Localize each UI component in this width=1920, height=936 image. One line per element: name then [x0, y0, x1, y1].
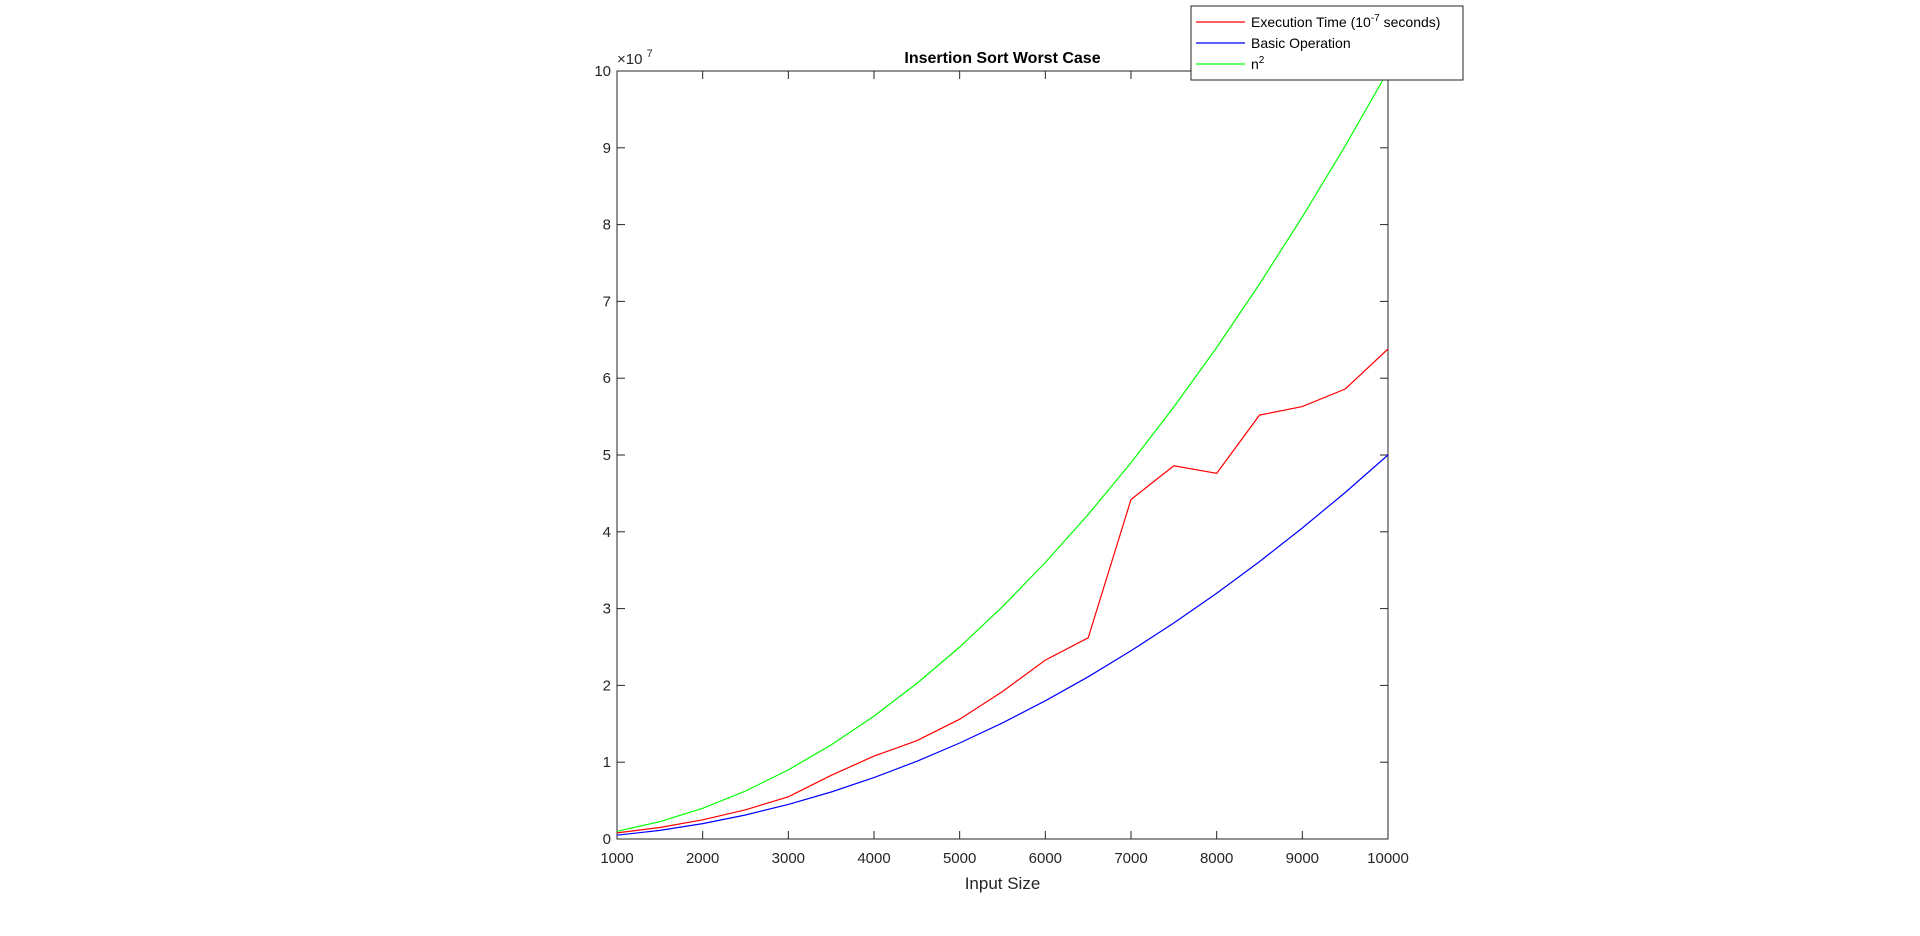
y-tick-label: 5: [603, 447, 611, 464]
x-tick-label: 4000: [857, 850, 890, 867]
y-tick-label: 2: [603, 677, 611, 694]
exponent-base: ×10: [617, 51, 642, 68]
x-tick-label: 9000: [1286, 850, 1319, 867]
x-tick-label: 2000: [686, 850, 719, 867]
series-line-2: [616, 454, 1389, 836]
legend-entry-1[interactable]: Execution Time (10-7 seconds): [1251, 13, 1440, 30]
x-tick-label: 10000: [1367, 850, 1409, 867]
axes-box: [616, 70, 1389, 840]
y-tick-label: 1: [603, 754, 611, 771]
y-tick-label: 9: [603, 140, 611, 157]
exponent-power: 7: [647, 48, 653, 60]
x-tick-label: 3000: [772, 850, 805, 867]
legend-entry-superscript: -7: [1371, 13, 1380, 24]
legend-entry-text: Execution Time (10: [1251, 14, 1371, 30]
x-tick-label: 6000: [1029, 850, 1062, 867]
y-tick-label: 7: [603, 293, 611, 310]
legend-entry-text: Basic Operation: [1251, 35, 1351, 51]
legend-entry-2[interactable]: Basic Operation: [1251, 35, 1351, 51]
y-axis-exponent-label: ×10 7: [617, 48, 653, 68]
legend-entry-superscript: 2: [1259, 55, 1265, 66]
x-tick-label: 8000: [1200, 850, 1233, 867]
x-tick-label: 7000: [1114, 850, 1147, 867]
x-tick-label: 1000: [600, 850, 633, 867]
chart-title: Insertion Sort Worst Case: [904, 50, 1100, 67]
x-tick-label: 5000: [943, 850, 976, 867]
y-tick-label: 3: [603, 601, 611, 618]
legend[interactable]: Execution Time (10-7 seconds) Basic Opera…: [1190, 5, 1464, 81]
legend-entry-text: n: [1251, 56, 1259, 72]
series-line-3: [616, 70, 1389, 832]
series-line-1: [616, 348, 1389, 834]
y-tick-label: 0: [603, 831, 611, 848]
y-tick-label: 6: [603, 370, 611, 387]
y-tick-label: 8: [603, 217, 611, 234]
y-tick-label: 10: [594, 63, 611, 80]
legend-entry-3[interactable]: n2: [1251, 55, 1265, 72]
x-axis-label: Input Size: [965, 874, 1041, 893]
legend-entry-text-tail: seconds): [1380, 14, 1441, 30]
y-tick-label: 4: [603, 524, 611, 541]
plot-area: 1000 2000 3000 4000 5000 6000 7000 8000 9000 1000…: [594, 63, 1409, 867]
